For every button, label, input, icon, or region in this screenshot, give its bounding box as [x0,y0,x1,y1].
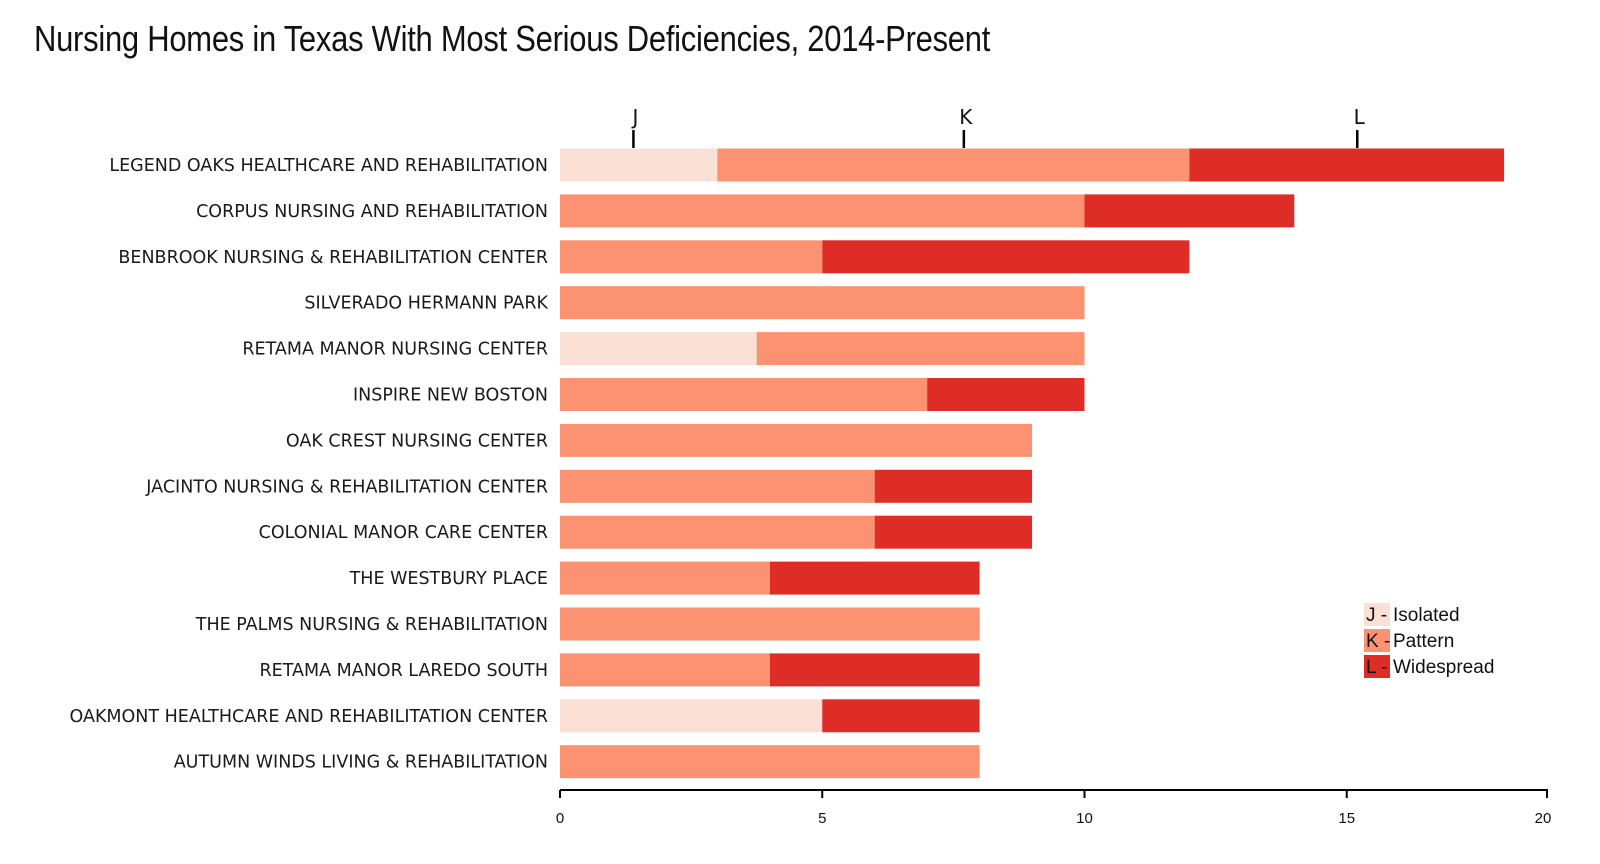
legend-key: L - [1366,657,1387,678]
x-axis: 0 5 10 15 20 [556,789,1552,827]
x-tick-label: 20 [1535,810,1552,827]
bar-l-5 [927,378,1085,411]
category-label: BENBROOK NURSING & REHABILITATION CENTER [118,248,548,268]
category-label: JACINTO NURSING & REHABILITATION CENTER [145,477,548,497]
category-label: INSPIRE NEW BOSTON [353,386,548,406]
bar-k-2 [560,240,823,274]
legend-swatch-2 [1364,629,1390,652]
severity-markers: J K L [630,105,1366,148]
category-label: THE WESTBURY PLACE [349,569,548,589]
category-label: RETAMA MANOR LAREDO SOUTH [259,661,548,681]
legend-label: Pattern [1393,631,1454,652]
bar-k-9 [560,561,770,595]
bar-l-12 [822,699,980,733]
bar-l-8 [874,515,1033,549]
bar-l-1 [1084,194,1295,228]
category-labels: LEGEND OAKS HEALTHCARE AND REHABILITATIO… [70,156,549,773]
bar-j-0 [560,148,718,182]
bar-l-11 [769,653,980,687]
marker-label-j: J [630,105,638,129]
bar-l-7 [874,469,1033,503]
marker-label-k: K [959,105,973,129]
category-label: RETAMA MANOR NURSING CENTER [242,340,548,360]
legend-key: K - [1366,631,1390,652]
bar-l-9 [769,561,980,595]
x-tick-label: 15 [1338,810,1355,827]
marker-label-l: L [1354,105,1366,129]
bar-l-0 [1189,148,1505,182]
x-tick-label: 10 [1076,810,1093,827]
bar-k-7 [560,469,875,503]
legend-label: Isolated [1393,605,1460,626]
bar-k-10 [560,607,980,641]
category-label: OAK CREST NURSING CENTER [286,431,548,451]
x-tick-label: 5 [818,810,826,827]
category-label: COLONIAL MANOR CARE CENTER [259,523,548,543]
category-label: SILVERADO HERMANN PARK [304,294,548,314]
legend-swatch-3 [1364,655,1390,678]
bar-k-4 [756,332,1085,366]
bar-k-13 [560,745,980,779]
legend-key: J - [1366,605,1387,626]
bar-k-0 [717,148,1190,182]
x-tick-label: 0 [556,810,564,827]
bar-k-11 [560,653,770,687]
bar-k-3 [560,286,1085,320]
category-label: LEGEND OAKS HEALTHCARE AND REHABILITATIO… [109,156,548,176]
bar-k-6 [560,423,1033,457]
category-label: OAKMONT HEALTHCARE AND REHABILITATION CE… [70,707,549,727]
bar-j-12 [560,699,823,733]
category-label: AUTUMN WINDS LIVING & REHABILITATION [174,753,548,773]
bar-l-2 [822,240,1190,274]
bars [560,148,1505,779]
bar-k-5 [560,378,928,411]
legend-swatch-1 [1364,603,1390,626]
legend-label: Widespread [1393,657,1494,678]
bar-k-8 [560,515,875,549]
chart-title: Nursing Homes in Texas With Most Serious… [34,18,991,59]
category-label: THE PALMS NURSING & REHABILITATION [195,615,548,635]
bar-k-1 [560,194,1085,228]
category-label: CORPUS NURSING AND REHABILITATION [196,202,548,222]
bar-j-4 [560,332,757,366]
